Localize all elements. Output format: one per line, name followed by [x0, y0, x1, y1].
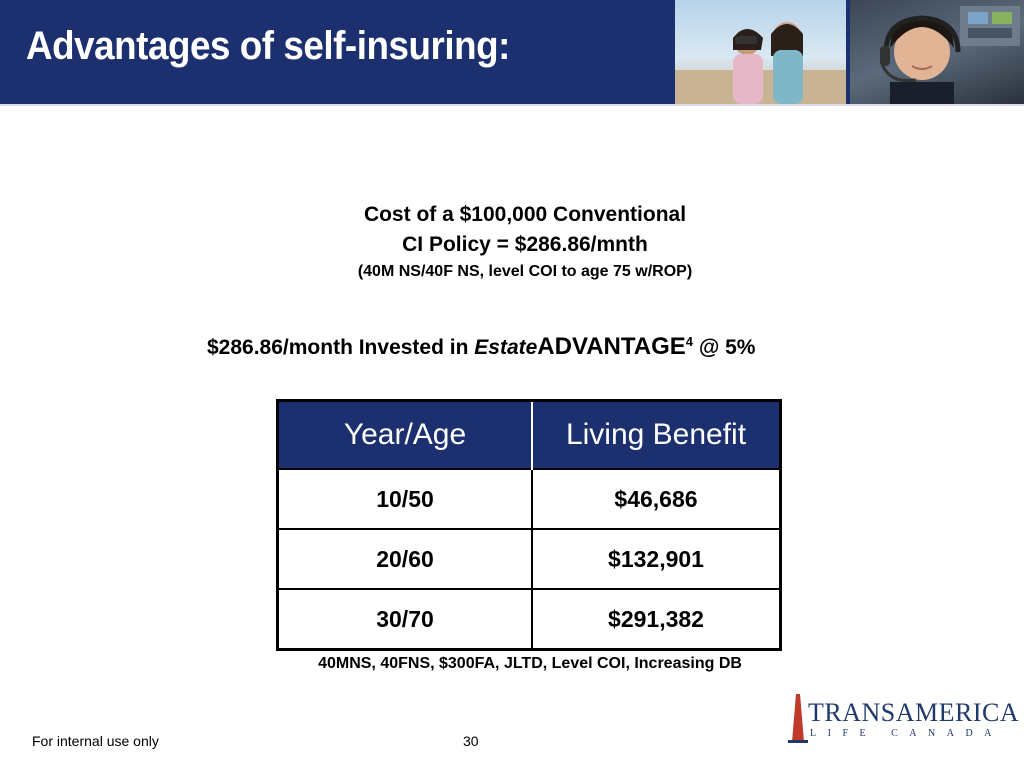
table-header-row: Year/Age Living Benefit: [277, 400, 781, 469]
year-age-cell: 20/60: [277, 528, 533, 589]
investment-suffix: @ 5%: [692, 336, 756, 359]
column-header-living-benefit: Living Benefit: [532, 400, 781, 469]
living-benefit-cell: $132,901: [532, 528, 781, 589]
table-row: 20/60 $132,901: [277, 528, 781, 589]
living-benefit-cell: $291,382: [532, 588, 781, 650]
advantage-text: ADVANTAGE: [537, 333, 686, 360]
living-benefit-table: Year/Age Living Benefit 10/50 $46,686 20…: [276, 399, 782, 651]
header-divider: [0, 104, 1024, 106]
assumptions-footnote: 40MNS, 40FNS, $300FA, JLTD, Level COI, I…: [318, 655, 742, 672]
policy-cost-block: Cost of a $100,000 Conventional CI Polic…: [0, 200, 1024, 284]
table-row: 10/50 $46,686: [277, 468, 781, 529]
estate-text: Estate: [474, 336, 538, 359]
table-row: 30/70 $291,382: [277, 588, 781, 650]
pilot-photo: [850, 0, 1024, 104]
footnote-superscript: 4: [685, 334, 693, 349]
year-age-cell: 30/70: [277, 588, 533, 650]
policy-cost-line2: CI Policy = $286.86/mnth: [402, 233, 648, 256]
year-age-cell: 10/50: [277, 468, 533, 529]
column-header-year-age: Year/Age: [277, 400, 533, 469]
page-number: 30: [463, 733, 479, 749]
slide-title: Advantages of self-insuring:: [26, 24, 510, 68]
pyramid-icon: [788, 694, 808, 743]
logo-brand-text: TRANSAMERICA: [808, 698, 1020, 727]
logo-subtitle-text: LIFE CANADA: [810, 728, 1003, 739]
investment-statement: $286.86/month Invested in EstateADVANTAG…: [207, 333, 755, 361]
policy-cost-details: (40M NS/40F NS, level COI to age 75 w/RO…: [357, 263, 693, 280]
policy-cost-line1: Cost of a $100,000 Conventional: [363, 203, 687, 226]
living-benefit-cell: $46,686: [532, 468, 781, 529]
slide-header: Advantages of self-insuring:: [0, 0, 1024, 104]
internal-use-notice: For internal use only: [32, 733, 159, 749]
mother-daughter-photo: [675, 0, 846, 104]
transamerica-logo: TRANSAMERICA LIFE CANADA: [786, 694, 1019, 744]
investment-prefix: $286.86/month Invested in: [207, 336, 475, 359]
